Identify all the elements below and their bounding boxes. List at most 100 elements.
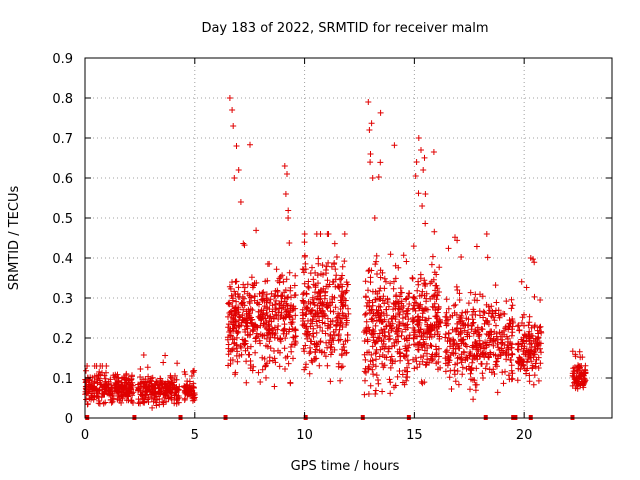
data-point [443, 322, 450, 329]
data-point [333, 254, 340, 260]
data-point [373, 252, 380, 259]
data-point [334, 321, 341, 328]
data-point [342, 338, 349, 345]
data-point [235, 284, 242, 291]
data-point [405, 360, 412, 367]
data-point [499, 329, 506, 336]
data-point [302, 330, 308, 337]
data-point [401, 353, 408, 360]
data-point [503, 298, 510, 305]
data-point [264, 343, 271, 350]
data-point [190, 380, 197, 387]
data-point [442, 368, 449, 375]
data-point [235, 167, 242, 173]
data-point [287, 344, 294, 350]
data-point [469, 359, 476, 366]
data-point [375, 295, 381, 302]
data-point [168, 380, 175, 387]
data-point [262, 363, 269, 370]
data-point [367, 382, 374, 389]
data-point [535, 335, 542, 342]
data-point [419, 310, 426, 317]
data-point [251, 323, 258, 330]
data-point [580, 384, 587, 391]
data-point [538, 329, 545, 336]
data-point [312, 284, 319, 291]
data-point [135, 400, 142, 407]
data-point [573, 373, 580, 380]
data-point [499, 369, 506, 376]
data-point [306, 350, 313, 357]
data-point [522, 351, 529, 358]
data-point [191, 390, 198, 396]
data-point [368, 120, 375, 127]
data-point [282, 366, 288, 372]
data-point [323, 263, 330, 270]
data-point [410, 294, 417, 301]
data-point [377, 312, 383, 319]
data-point [508, 296, 515, 303]
data-point [253, 330, 260, 337]
data-point [338, 364, 345, 371]
data-point [415, 190, 422, 197]
data-point [369, 343, 376, 350]
data-point [400, 252, 407, 259]
data-point [140, 376, 147, 383]
data-point [278, 305, 285, 312]
data-point [373, 372, 380, 379]
data-point [303, 305, 310, 312]
data-point [287, 308, 294, 315]
data-point [390, 285, 397, 292]
data-point [271, 348, 277, 354]
data-point [286, 326, 293, 333]
data-point [398, 332, 405, 339]
data-point [526, 313, 533, 320]
data-point [226, 329, 233, 335]
y-axis-label: SRMTID / TECUs [7, 186, 22, 291]
data-point [232, 310, 239, 317]
data-point [231, 175, 238, 181]
data-point [500, 310, 507, 317]
data-point [362, 356, 369, 363]
data-point [160, 401, 167, 408]
data-point [250, 363, 257, 370]
data-point [227, 348, 234, 355]
data-point [467, 349, 473, 355]
data-point [520, 362, 527, 369]
data-point [422, 317, 428, 324]
data-point [383, 312, 390, 319]
data-point [128, 398, 135, 405]
data-point [339, 288, 345, 295]
data-point [247, 343, 254, 350]
data-point [366, 327, 373, 334]
y-axis-ticks: 0 0.1 0.2 0.3 0.4 0.5 0.6 0.7 0.8 0.9 [52, 52, 612, 427]
data-point [189, 397, 196, 404]
data-point [435, 303, 442, 310]
data-point [430, 149, 437, 155]
data-point [443, 296, 450, 303]
data-point [338, 320, 344, 327]
data-point [416, 293, 423, 299]
data-point [341, 231, 348, 237]
data-point [146, 378, 152, 385]
data-point [396, 349, 403, 356]
data-point [235, 322, 242, 329]
data-point [456, 297, 463, 303]
data-point [85, 388, 92, 395]
data-point [103, 382, 109, 389]
data-point [286, 269, 293, 276]
data-point [367, 159, 374, 166]
data-point [416, 361, 423, 368]
data-point [479, 350, 486, 357]
data-point [426, 334, 433, 341]
data-point [140, 352, 147, 358]
y-tick-label: 0.3 [52, 292, 73, 307]
data-point [246, 300, 253, 307]
data-point [527, 347, 533, 354]
data-point [454, 287, 461, 293]
data-point [531, 323, 538, 330]
data-point [509, 375, 516, 382]
data-point [455, 381, 462, 388]
data-point [337, 336, 344, 343]
data-point [509, 316, 516, 322]
